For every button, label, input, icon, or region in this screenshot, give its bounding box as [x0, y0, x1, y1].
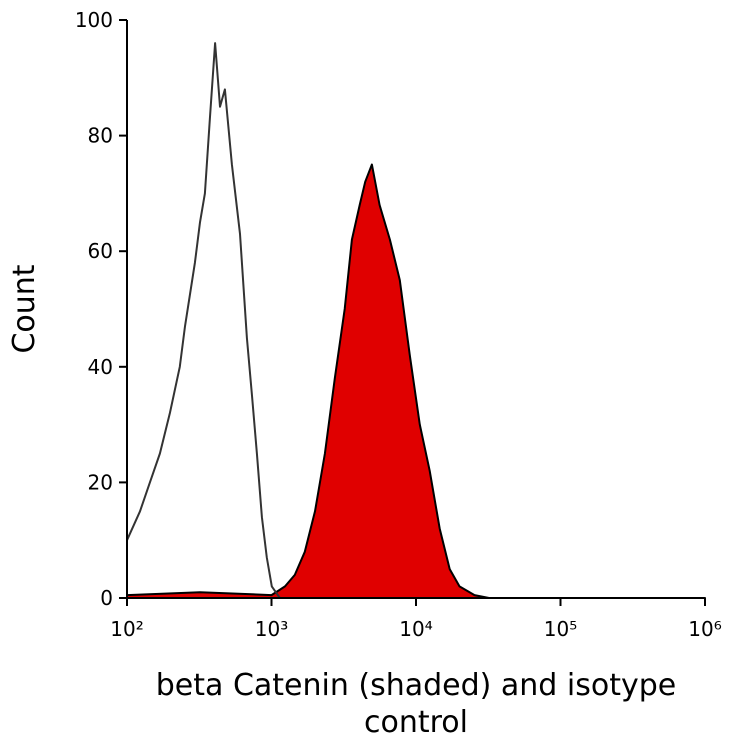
x-tick-label: 10³: [255, 617, 288, 641]
shaded-histogram: [126, 163, 706, 599]
y-tick-label: 20: [88, 470, 113, 494]
x-axis-title: control: [364, 705, 468, 740]
y-axis-title: Count: [7, 264, 42, 353]
x-tick-label: 10⁴: [399, 617, 432, 641]
x-tick-label: 10⁵: [544, 617, 577, 641]
y-tick-label: 0: [100, 586, 113, 610]
y-tick-label: 40: [88, 355, 113, 379]
isotype-histogram: [126, 42, 281, 599]
y-tick-label: 100: [75, 8, 113, 32]
y-tick-label: 60: [88, 239, 113, 263]
x-tick-label: 10⁶: [688, 617, 721, 641]
y-tick-label: 80: [88, 124, 113, 148]
x-axis-title: beta Catenin (shaded) and isotype: [156, 668, 676, 703]
x-tick-label: 10²: [110, 617, 143, 641]
